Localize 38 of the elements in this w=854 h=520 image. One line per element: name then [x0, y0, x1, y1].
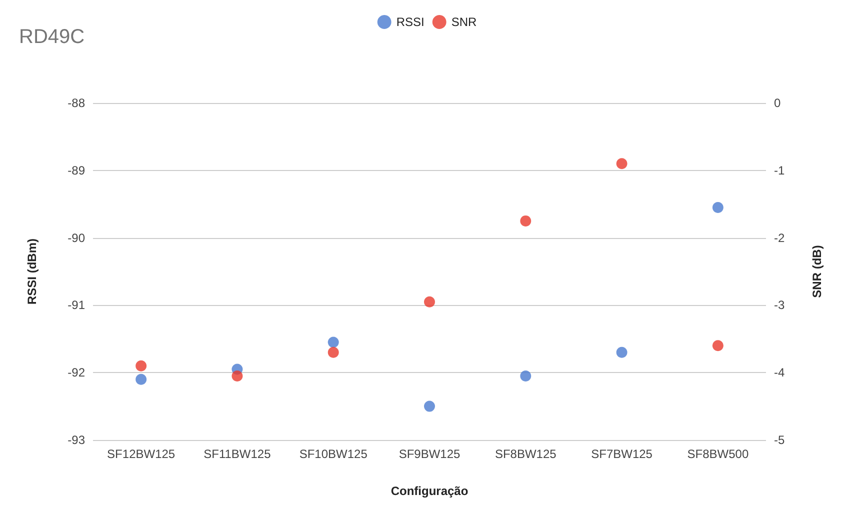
point — [424, 296, 435, 308]
y2-tick-label: -1 — [774, 163, 785, 178]
y-tick-label: -88 — [68, 96, 86, 110]
y-tick-label: -93 — [68, 433, 86, 447]
chart-title: RD49C — [19, 26, 85, 48]
point — [520, 370, 532, 382]
y2-axis-title: SNR (dB) — [810, 245, 824, 298]
x-axis-title: Configuração — [390, 484, 468, 498]
y-axis-title: RSSI (dBm) — [25, 238, 39, 304]
x-tick-label: SF9BW125 — [398, 447, 461, 461]
point — [232, 370, 243, 382]
point — [712, 340, 724, 352]
legend-label: RSSI — [396, 15, 424, 29]
y2-tick-label: -2 — [774, 230, 785, 245]
point — [328, 336, 339, 348]
point — [136, 360, 147, 372]
y-tick-label: -91 — [68, 298, 86, 312]
y2-tick-label: -4 — [774, 366, 785, 380]
legend-label: SNR — [451, 15, 478, 29]
point — [712, 202, 724, 213]
x-tick-label: SF10BW125 — [299, 447, 368, 461]
x-tick-label: SF11BW125 — [204, 447, 272, 461]
y2-tick-label: -3 — [774, 298, 785, 312]
y2-tick-label: 0 — [774, 96, 781, 110]
x-tick-label: SF7BW125 — [591, 447, 653, 461]
point — [424, 400, 435, 412]
y-tick-label: -89 — [68, 163, 86, 178]
point — [520, 215, 532, 226]
point — [616, 158, 628, 170]
y-tick-label: -92 — [68, 366, 86, 380]
y2-tick-label: -5 — [774, 433, 785, 447]
point — [136, 374, 147, 385]
y-tick-label: -90 — [68, 230, 86, 245]
x-tick-label: SF8BW500 — [687, 447, 749, 461]
x-tick-label: SF8BW125 — [494, 447, 557, 461]
point — [616, 346, 628, 358]
point — [328, 346, 339, 358]
x-tick-label: SF12BW125 — [107, 447, 176, 461]
